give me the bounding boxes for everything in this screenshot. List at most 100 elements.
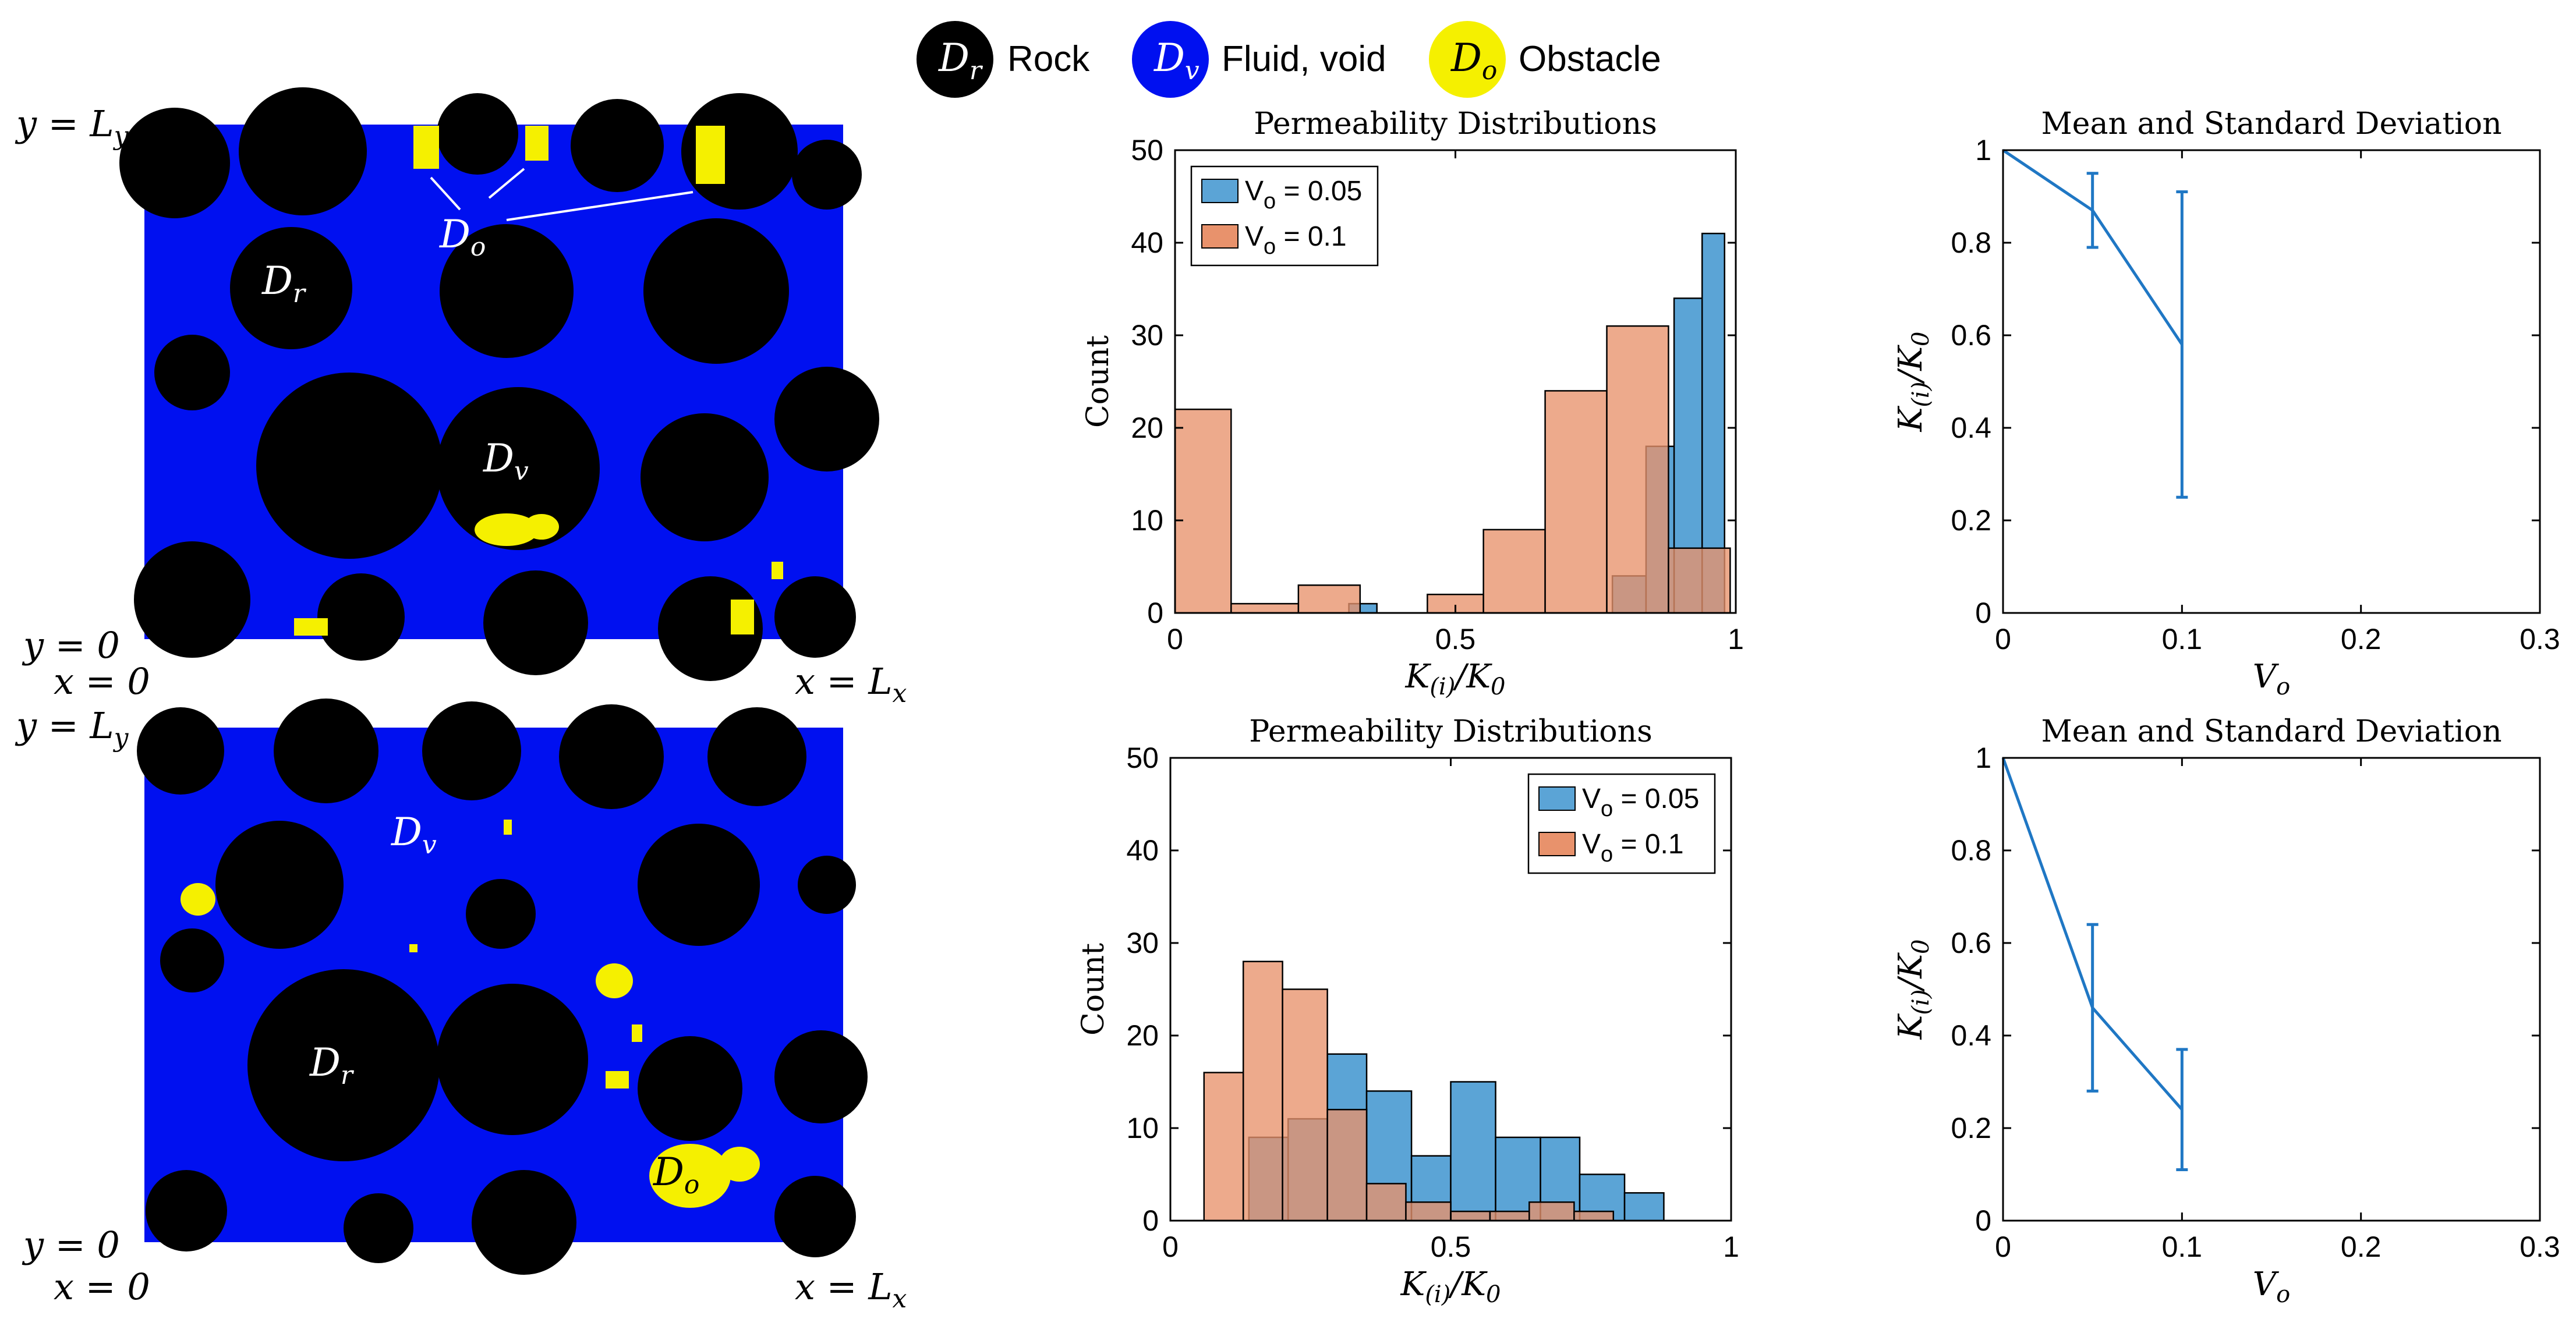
- hist_top-ytick-label-3: 30: [1131, 319, 1163, 352]
- map-top-label-rock: Dr: [261, 258, 307, 309]
- hist_bottom-ytick-label-0: 0: [1142, 1204, 1159, 1237]
- err_bottom-ytick-label-1: 0.2: [1951, 1112, 1991, 1144]
- err_bottom-ytick-label-0: 0: [1975, 1204, 1991, 1237]
- err_bottom-xtick-label-1: 0.1: [2162, 1231, 2203, 1263]
- err_top-ytick-label-1: 0.2: [1951, 504, 1991, 537]
- hist_bottom-xtick-label-0: 0: [1162, 1231, 1179, 1263]
- map-bottom-x-right: x = Lx: [795, 1265, 907, 1314]
- hist_bottom-bar-s1-b3: [1326, 1108, 1368, 1222]
- err_top-xtick-label-2: 0.2: [2341, 623, 2382, 655]
- hist_top-bar-s1-b6: [1544, 390, 1608, 614]
- map-top-fluid: [144, 125, 843, 639]
- hist_top-ytick-label-0: 0: [1147, 597, 1163, 629]
- hist_bottom-bar-s1-b4: [1365, 1183, 1407, 1222]
- hist_bottom-legend-label-0: Vo = 0.05: [1582, 783, 1699, 821]
- map-top: Do Dr Dv y = Ly y = 0 x = 0 x = Lx: [15, 87, 907, 708]
- hist_bottom-title: Permeability Distributions: [1249, 714, 1653, 749]
- hist_bottom-bar-s1-b1: [1242, 960, 1283, 1222]
- err_bottom-ylabel: K(i)/K0: [1892, 939, 1934, 1040]
- map-bottom-rock-grains: [137, 699, 868, 1275]
- hist_bottom-bar-s1-b9: [1573, 1210, 1615, 1222]
- hist_bottom-bar-s1-b5: [1405, 1201, 1452, 1222]
- hist_top-bar-s1-b2: [1297, 584, 1361, 614]
- map-bottom-y-top: y = Ly: [15, 704, 129, 753]
- err_top-ytick-label-4: 0.8: [1951, 226, 1991, 259]
- hist_bottom-bar-s0-b5: [1450, 1081, 1496, 1222]
- fluid-symbol: Dv: [1153, 36, 1199, 86]
- hist_bottom-ytick-label-2: 20: [1126, 1019, 1159, 1052]
- hist_top-bar-s1-b7: [1606, 325, 1669, 614]
- key-item-obstacle: Do Obstacle: [1429, 21, 1661, 98]
- hist_bottom-ylabel: Count: [1076, 943, 1111, 1036]
- obstacle-symbol: Do: [1450, 36, 1497, 86]
- hist_bottom-xtick-label-2: 1: [1723, 1231, 1739, 1263]
- hist_bottom-ytick-label-4: 40: [1126, 834, 1159, 867]
- err_bottom-xtick-label-2: 0.2: [2341, 1231, 2382, 1263]
- map-bottom: Dv Dr Do y = Ly y = 0 x = 0 x = Lx: [15, 699, 907, 1314]
- hist_top-bar-s1-b5: [1482, 529, 1546, 614]
- map-top-label-void: Dv: [483, 436, 529, 486]
- err_top-title: Mean and Standard Deviation: [2041, 107, 2501, 141]
- map-bottom-label-void: Dv: [391, 810, 437, 860]
- map-top-y-bottom: y = 0: [22, 624, 120, 666]
- map-top-y-top: y = Ly: [15, 102, 129, 151]
- err_top-xlabel: Vo: [2253, 658, 2291, 700]
- key-item-fluid: Dv Fluid, void: [1132, 21, 1386, 98]
- err_top-ytick-label-3: 0.6: [1951, 319, 1991, 352]
- hist_bottom-xtick-label-1: 0.5: [1431, 1231, 1471, 1263]
- hist_top-xtick-label-0: 0: [1167, 623, 1183, 655]
- err_bottom-title: Mean and Standard Deviation: [2041, 714, 2501, 749]
- rock-key-label: Rock: [1007, 39, 1090, 79]
- hist_bottom-ytick-label-3: 30: [1126, 927, 1159, 959]
- map-top-obstacles: [294, 126, 783, 636]
- errorbar-chart-bottom: Mean and Standard Deviation 0 0.1 0.2 0.3 0 0.…: [1892, 714, 2560, 1308]
- map-top-x-right: x = Lx: [795, 660, 907, 708]
- fluid-key-label: Fluid, void: [1222, 39, 1386, 79]
- err_top-ytick-label-5: 1: [1975, 134, 1991, 166]
- err_top-ytick-label-2: 0.4: [1951, 412, 1991, 444]
- fluid-swatch: [1132, 21, 1209, 98]
- hist_bottom-bar-s0-b9: [1623, 1192, 1665, 1222]
- rock-symbol: Dr: [938, 36, 983, 86]
- err_bottom-xtick-label-3: 0.3: [2520, 1231, 2560, 1263]
- err_bottom-xlabel: Vo: [2253, 1265, 2291, 1308]
- hist_top-xtick-label-2: 1: [1728, 623, 1744, 655]
- hist_top-xtick-label-1: 0.5: [1435, 623, 1476, 655]
- err_bottom-axes-box: [2002, 757, 2541, 1222]
- hist_top-ytick-label-1: 10: [1131, 504, 1163, 537]
- hist_bottom-bar-s1-b0: [1203, 1072, 1244, 1222]
- hist_bottom-ytick-label-5: 50: [1126, 742, 1159, 774]
- map-top-x-left: x = 0: [54, 660, 150, 703]
- map-bottom-x-left: x = 0: [54, 1265, 150, 1308]
- rock-swatch: [917, 21, 993, 98]
- err_top-xtick-label-1: 0.1: [2162, 623, 2203, 655]
- err_top-axes-box: [2002, 149, 2541, 614]
- obstacle-key-label: Obstacle: [1519, 39, 1661, 79]
- obstacle-swatch: [1429, 21, 1506, 98]
- hist_top-ytick-label-2: 20: [1131, 412, 1163, 444]
- map-top-rock-grains: [119, 87, 879, 681]
- map-bottom-label-rock: Dr: [309, 1040, 355, 1090]
- hist_bottom-xlabel: K(i)/K0: [1400, 1265, 1501, 1308]
- hist_bottom-bar-s1-b8: [1528, 1201, 1575, 1222]
- domain-key: Dr Rock Dv Fluid, void Do Obstacle: [917, 21, 1661, 98]
- hist_top-bar-s1-b8: [1668, 547, 1731, 614]
- err_top-xtick-label-3: 0.3: [2520, 623, 2560, 655]
- hist_top-bar-s1-b0: [1174, 408, 1232, 614]
- hist_bottom-bar-s1-b6: [1450, 1210, 1491, 1222]
- hist_top-legend-swatch-1: [1201, 224, 1239, 249]
- hist_bottom-bar-s1-b2: [1282, 988, 1328, 1222]
- hist_bottom-legend-swatch-0: [1538, 786, 1576, 811]
- hist_top-ylabel: Count: [1081, 335, 1116, 428]
- err_top-xtick-label-0: 0: [1995, 623, 2011, 655]
- map-bottom-y-bottom: y = 0: [22, 1224, 120, 1266]
- err_bottom-ytick-label-5: 1: [1975, 742, 1991, 774]
- hist_bottom-legend-swatch-1: [1538, 832, 1576, 856]
- hist_top-ytick-label-4: 40: [1131, 226, 1163, 259]
- map-top-label-obstacle: Do: [439, 212, 486, 262]
- hist_bottom-bar-s1-b7: [1489, 1210, 1530, 1222]
- map-top-arrows: [430, 168, 693, 221]
- hist_bottom-legend-label-1: Vo = 0.1: [1582, 829, 1684, 867]
